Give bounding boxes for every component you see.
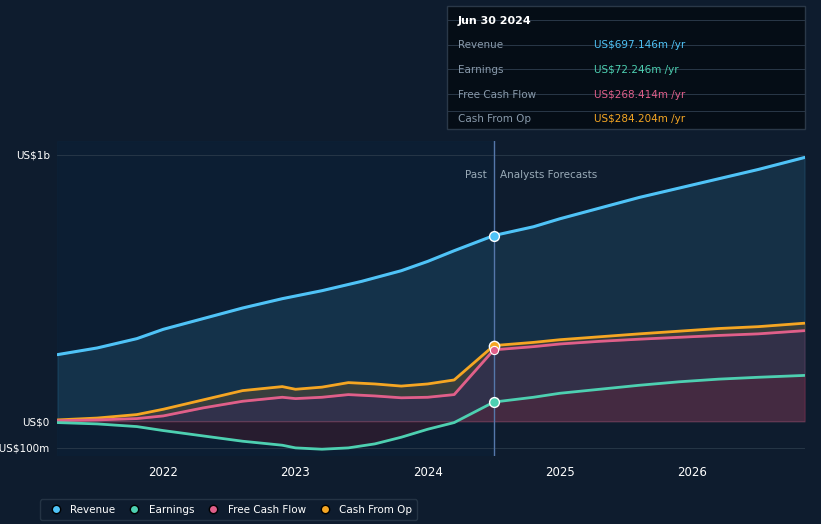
Text: Cash From Op: Cash From Op — [458, 114, 531, 124]
Text: Free Cash Flow: Free Cash Flow — [458, 90, 536, 100]
Text: US$697.146m /yr: US$697.146m /yr — [594, 40, 685, 50]
Point — [488, 231, 501, 239]
Point — [488, 398, 501, 406]
Text: Jun 30 2024: Jun 30 2024 — [458, 16, 532, 26]
Text: Past: Past — [466, 170, 487, 180]
Text: Earnings: Earnings — [458, 65, 503, 75]
Text: US$268.414m /yr: US$268.414m /yr — [594, 90, 685, 100]
Legend: Revenue, Earnings, Free Cash Flow, Cash From Op: Revenue, Earnings, Free Cash Flow, Cash … — [40, 499, 417, 520]
Text: US$72.246m /yr: US$72.246m /yr — [594, 65, 678, 75]
Text: Analysts Forecasts: Analysts Forecasts — [501, 170, 598, 180]
Point — [488, 341, 501, 350]
Bar — [57, 141, 494, 456]
Point — [488, 346, 501, 354]
Text: Revenue: Revenue — [458, 40, 503, 50]
Text: US$284.204m /yr: US$284.204m /yr — [594, 114, 685, 124]
